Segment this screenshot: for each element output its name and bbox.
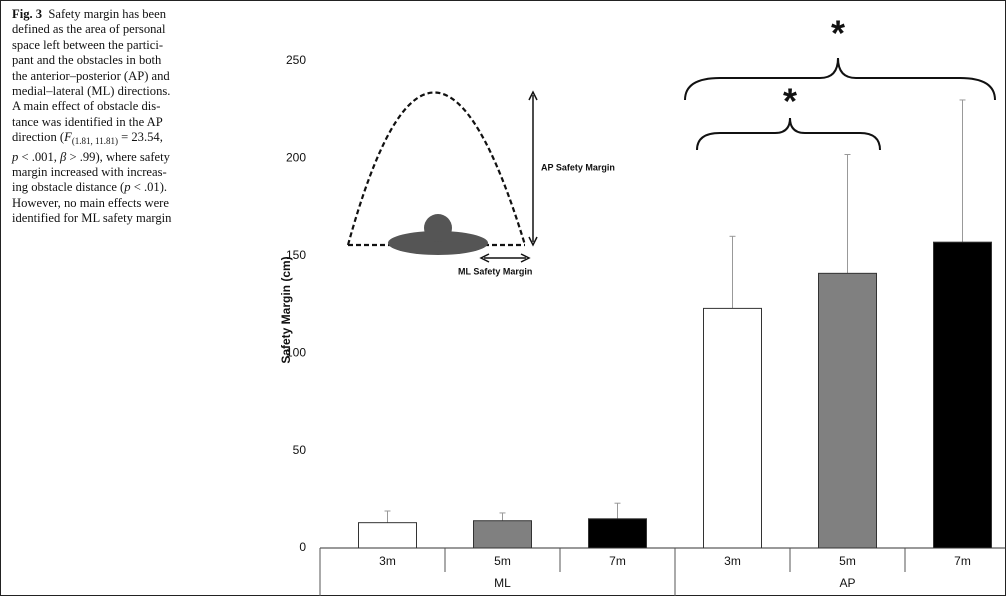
- caption-text: identified for ML safety margin: [12, 211, 172, 226]
- y-tick-label: 150: [286, 248, 306, 262]
- caption-text: = 23.54,: [117, 130, 163, 145]
- brace: [696, 117, 881, 151]
- caption-text: < .001,: [18, 149, 61, 164]
- caption-line: Fig. 3 Safety margin has been: [12, 7, 171, 22]
- caption-text: Safety margin has been: [42, 7, 167, 21]
- caption-text: medial–lateral (ML) directions.: [12, 84, 171, 99]
- caption-text: tance was identified in the AP: [12, 114, 163, 129]
- diagram: [346, 90, 538, 263]
- person-head: [424, 214, 452, 242]
- significance-star: *: [831, 13, 845, 54]
- caption-text: pant and the obstacles in both: [12, 53, 162, 68]
- group-label: ML: [494, 576, 511, 590]
- bar: [818, 272, 877, 549]
- x-tick-label: 5m: [494, 554, 511, 568]
- x-tick-label: 3m: [724, 554, 741, 568]
- brace: [684, 57, 996, 101]
- caption-text: margin increased with increas-: [12, 165, 167, 180]
- braces: [684, 57, 996, 151]
- caption-text: > .99), where safety: [66, 149, 170, 164]
- caption-line: the anterior–posterior (AP) and: [12, 69, 171, 84]
- caption-text: ing obstacle distance (: [12, 180, 125, 195]
- y-tick-label: 50: [293, 443, 307, 457]
- caption: Fig. 3 Safety margin has been defined as …: [12, 7, 171, 227]
- person-shoulders: [388, 231, 488, 255]
- bar: [703, 307, 762, 549]
- caption-text: defined as the area of personal: [12, 22, 166, 37]
- x-tick-label: 7m: [609, 554, 626, 568]
- x-tick-label: 3m: [379, 554, 396, 568]
- x-tick-label: 5m: [839, 554, 856, 568]
- caption-line: pant and the obstacles in both: [12, 53, 171, 68]
- caption-text: < .01).: [130, 180, 168, 195]
- bar: [588, 518, 647, 549]
- x-tick-label: 7m: [954, 554, 971, 568]
- y-axis-label: Safety Margin (cm): [279, 256, 293, 363]
- ap-label: AP Safety Margin: [541, 162, 615, 172]
- ml-arrow-heads: [479, 253, 531, 263]
- caption-line: A main effect of obstacle dis-: [12, 99, 171, 114]
- space-outline: [346, 91, 527, 246]
- caption-run: Fig. 3: [12, 7, 43, 21]
- caption-run: β: [60, 149, 67, 164]
- caption-line: medial–lateral (ML) directions.: [12, 84, 171, 99]
- y-tick-label: 200: [286, 151, 306, 165]
- caption-run: p: [12, 149, 19, 164]
- caption-text: However, no main effects were: [12, 195, 169, 210]
- caption-line: direction (F(1.81, 11.81) = 23.54,: [12, 130, 171, 149]
- caption-line: margin increased with increas-: [12, 165, 171, 180]
- group-label: AP: [839, 576, 855, 590]
- caption-text: the anterior–posterior (AP) and: [12, 68, 170, 83]
- caption-line: ing obstacle distance (p < .01).: [12, 180, 171, 195]
- caption-line: space left between the partici-: [12, 38, 171, 53]
- caption-line: However, no main effects were: [12, 196, 171, 211]
- significance-star: *: [783, 81, 797, 122]
- caption-line: p < .001, β > .99), where safety: [12, 150, 171, 165]
- caption-run: p: [124, 180, 131, 195]
- bar: [358, 522, 417, 549]
- caption-text: space left between the partici-: [12, 37, 164, 52]
- y-tick-label: 0: [299, 540, 306, 554]
- caption-run: (1.81, 11.81): [71, 136, 118, 147]
- caption-text: A main effect of obstacle dis-: [12, 99, 161, 114]
- caption-line: defined as the area of personal: [12, 22, 171, 37]
- caption-line: tance was identified in the AP: [12, 115, 171, 130]
- ml-label: ML Safety Margin: [458, 266, 532, 276]
- caption-run: F: [64, 130, 72, 145]
- y-tick-label: 250: [286, 53, 306, 67]
- bar: [933, 241, 992, 549]
- bar: [473, 520, 532, 549]
- caption-text: direction (: [12, 130, 65, 145]
- caption-line: identified for ML safety margin: [12, 211, 171, 226]
- y-tick-label: 100: [286, 345, 306, 359]
- ap-arrow-heads: [528, 90, 538, 247]
